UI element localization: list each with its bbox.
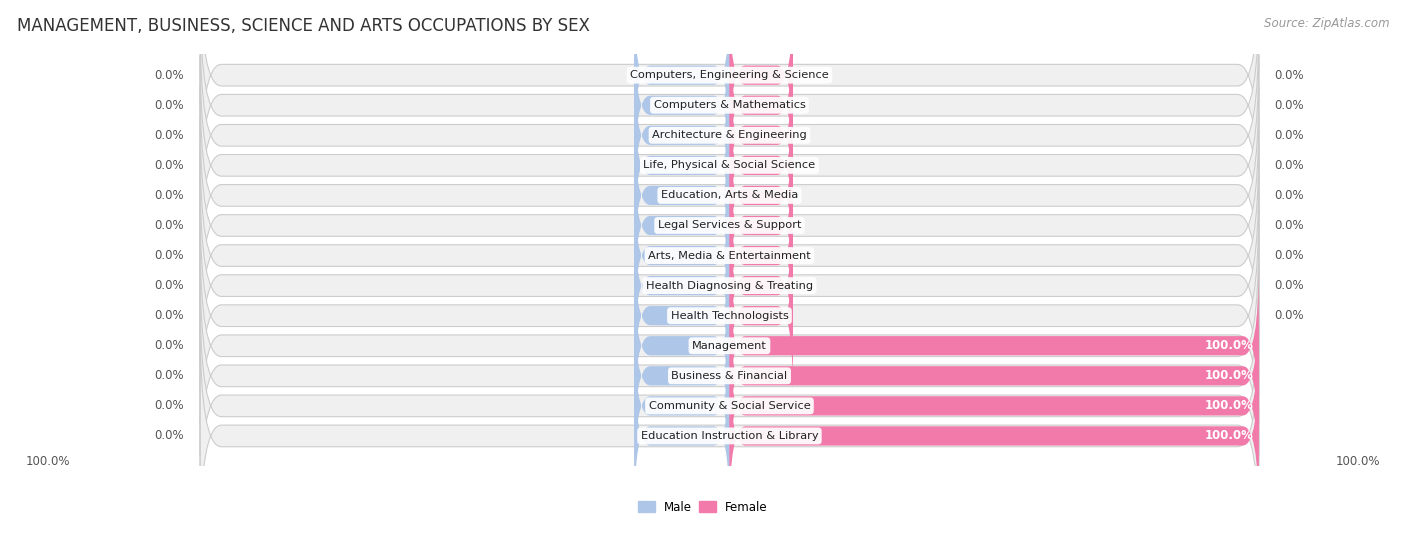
FancyBboxPatch shape [730, 25, 793, 186]
FancyBboxPatch shape [634, 115, 730, 276]
Text: 0.0%: 0.0% [155, 69, 184, 82]
FancyBboxPatch shape [200, 116, 1258, 335]
Text: 100.0%: 100.0% [1336, 455, 1381, 468]
FancyBboxPatch shape [634, 325, 730, 486]
Text: 0.0%: 0.0% [1275, 69, 1305, 82]
FancyBboxPatch shape [200, 296, 1258, 515]
Text: Source: ZipAtlas.com: Source: ZipAtlas.com [1264, 17, 1389, 30]
Text: 0.0%: 0.0% [155, 129, 184, 142]
FancyBboxPatch shape [730, 145, 793, 306]
Text: Health Technologists: Health Technologists [671, 311, 789, 321]
FancyBboxPatch shape [730, 295, 1258, 456]
Text: 0.0%: 0.0% [155, 279, 184, 292]
Text: Management: Management [692, 341, 766, 350]
Text: Education Instruction & Library: Education Instruction & Library [641, 431, 818, 441]
FancyBboxPatch shape [634, 25, 730, 186]
Text: 0.0%: 0.0% [155, 369, 184, 382]
FancyBboxPatch shape [634, 265, 730, 427]
Text: 100.0%: 100.0% [1205, 399, 1253, 413]
Text: 100.0%: 100.0% [1205, 369, 1253, 382]
Text: 0.0%: 0.0% [155, 219, 184, 232]
Text: MANAGEMENT, BUSINESS, SCIENCE AND ARTS OCCUPATIONS BY SEX: MANAGEMENT, BUSINESS, SCIENCE AND ARTS O… [17, 17, 589, 35]
Text: 0.0%: 0.0% [155, 189, 184, 202]
Text: 100.0%: 100.0% [1205, 429, 1253, 442]
FancyBboxPatch shape [200, 176, 1258, 395]
FancyBboxPatch shape [730, 85, 793, 246]
Text: Business & Financial: Business & Financial [672, 371, 787, 381]
Text: 0.0%: 0.0% [1275, 189, 1305, 202]
Text: Health Diagnosing & Treating: Health Diagnosing & Treating [645, 281, 813, 291]
FancyBboxPatch shape [200, 206, 1258, 425]
FancyBboxPatch shape [634, 85, 730, 246]
Text: 0.0%: 0.0% [155, 429, 184, 442]
Text: Community & Social Service: Community & Social Service [648, 401, 810, 411]
FancyBboxPatch shape [730, 0, 793, 156]
Text: 0.0%: 0.0% [155, 309, 184, 322]
Text: 0.0%: 0.0% [155, 249, 184, 262]
Text: 0.0%: 0.0% [1275, 159, 1305, 172]
FancyBboxPatch shape [200, 26, 1258, 245]
FancyBboxPatch shape [634, 145, 730, 306]
Text: 0.0%: 0.0% [1275, 309, 1305, 322]
FancyBboxPatch shape [200, 326, 1258, 546]
FancyBboxPatch shape [730, 55, 793, 216]
Text: 0.0%: 0.0% [1275, 279, 1305, 292]
FancyBboxPatch shape [634, 205, 730, 366]
FancyBboxPatch shape [200, 236, 1258, 455]
Text: Life, Physical & Social Science: Life, Physical & Social Science [644, 160, 815, 170]
FancyBboxPatch shape [200, 86, 1258, 305]
FancyBboxPatch shape [200, 267, 1258, 485]
Text: 0.0%: 0.0% [155, 159, 184, 172]
FancyBboxPatch shape [634, 356, 730, 517]
Text: 0.0%: 0.0% [1275, 249, 1305, 262]
Text: 100.0%: 100.0% [25, 455, 70, 468]
Text: 0.0%: 0.0% [1275, 129, 1305, 142]
FancyBboxPatch shape [730, 235, 793, 396]
FancyBboxPatch shape [200, 146, 1258, 365]
Text: 0.0%: 0.0% [155, 399, 184, 413]
FancyBboxPatch shape [730, 205, 793, 366]
FancyBboxPatch shape [730, 115, 793, 276]
Text: Architecture & Engineering: Architecture & Engineering [652, 130, 807, 140]
FancyBboxPatch shape [200, 0, 1258, 215]
Text: 0.0%: 0.0% [155, 339, 184, 352]
Text: 0.0%: 0.0% [155, 99, 184, 112]
FancyBboxPatch shape [730, 325, 1258, 486]
FancyBboxPatch shape [634, 295, 730, 456]
Text: Arts, Media & Entertainment: Arts, Media & Entertainment [648, 250, 811, 260]
Text: Legal Services & Support: Legal Services & Support [658, 220, 801, 230]
FancyBboxPatch shape [200, 56, 1258, 275]
Text: Education, Arts & Media: Education, Arts & Media [661, 191, 799, 201]
Legend: Male, Female: Male, Female [638, 501, 768, 514]
Text: 0.0%: 0.0% [1275, 219, 1305, 232]
FancyBboxPatch shape [634, 55, 730, 216]
FancyBboxPatch shape [730, 356, 1258, 517]
FancyBboxPatch shape [730, 265, 1258, 427]
FancyBboxPatch shape [634, 0, 730, 156]
FancyBboxPatch shape [634, 235, 730, 396]
FancyBboxPatch shape [200, 0, 1258, 184]
Text: Computers, Engineering & Science: Computers, Engineering & Science [630, 70, 828, 80]
FancyBboxPatch shape [730, 175, 793, 336]
Text: 100.0%: 100.0% [1205, 339, 1253, 352]
Text: 0.0%: 0.0% [1275, 99, 1305, 112]
FancyBboxPatch shape [634, 175, 730, 336]
Text: Computers & Mathematics: Computers & Mathematics [654, 100, 806, 110]
